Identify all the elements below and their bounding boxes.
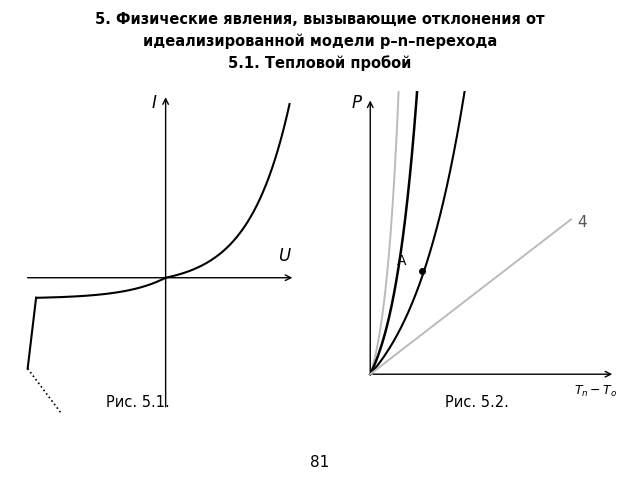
Text: $T_n - T_o$: $T_n - T_o$ bbox=[575, 384, 618, 399]
Text: идеализированной модели p–n–перехода: идеализированной модели p–n–перехода bbox=[143, 34, 497, 49]
Text: Рис. 5.1.: Рис. 5.1. bbox=[106, 395, 170, 409]
Text: A: A bbox=[397, 254, 406, 268]
Text: 5. Физические явления, вызывающие отклонения от: 5. Физические явления, вызывающие отклон… bbox=[95, 12, 545, 27]
Text: $U$: $U$ bbox=[278, 247, 292, 265]
Text: 4: 4 bbox=[577, 215, 586, 230]
Text: P: P bbox=[351, 95, 362, 112]
Text: 5.1. Тепловой пробой: 5.1. Тепловой пробой bbox=[228, 55, 412, 71]
Text: Рис. 5.2.: Рис. 5.2. bbox=[445, 395, 509, 409]
Text: $I$: $I$ bbox=[151, 95, 157, 112]
Text: 81: 81 bbox=[310, 456, 330, 470]
